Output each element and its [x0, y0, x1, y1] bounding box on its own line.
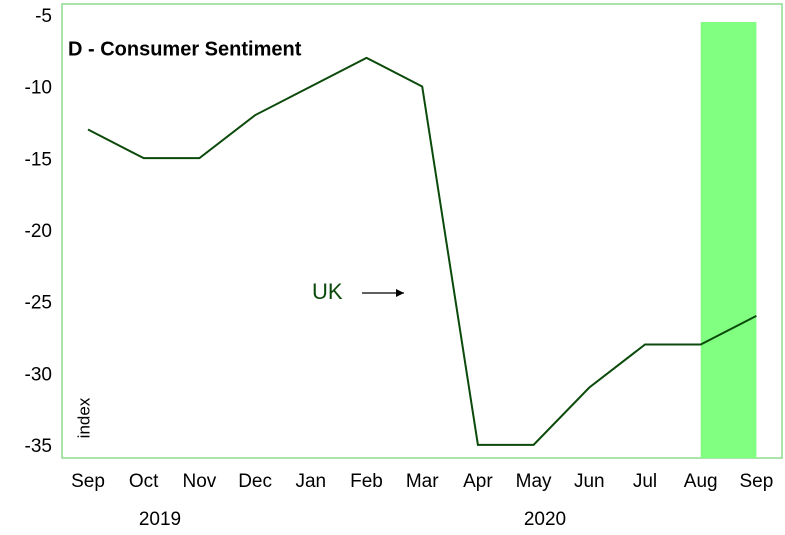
x-tick-label: Feb [350, 471, 383, 492]
x-tick-label: Aug [684, 471, 718, 492]
y-tick-label: -30 [25, 364, 52, 385]
x-tick-label: Mar [406, 471, 439, 492]
x-tick-label: Sep [71, 471, 105, 492]
annotation-arrowhead [396, 289, 404, 297]
y-tick-label: -25 [25, 293, 52, 314]
chart-title: D - Consumer Sentiment [68, 38, 302, 60]
year-label: 2020 [524, 509, 566, 530]
shaded-band [700, 22, 757, 458]
y-tick-label: -5 [35, 6, 52, 27]
x-tick-label: Jun [574, 471, 605, 492]
year-label: 2019 [139, 509, 181, 530]
x-tick-label: Sep [739, 471, 773, 492]
series-annotation: UK [312, 279, 343, 304]
y-tick-label: -35 [25, 436, 52, 457]
x-tick-label: Jul [633, 471, 657, 492]
x-tick-label: Oct [129, 471, 159, 492]
y-tick-label: -10 [25, 78, 52, 99]
plot-frame [61, 3, 783, 459]
x-tick-label: Apr [463, 471, 493, 492]
y-tick-label: -15 [25, 149, 52, 170]
series-line [87, 56, 757, 446]
x-tick-label: Dec [238, 471, 272, 492]
x-tick-label: May [516, 471, 552, 492]
x-tick-label: Jan [295, 471, 326, 492]
x-tick-label: Nov [183, 471, 217, 492]
y-tick-label: -20 [25, 221, 52, 242]
y-axis-label: index [74, 397, 93, 438]
